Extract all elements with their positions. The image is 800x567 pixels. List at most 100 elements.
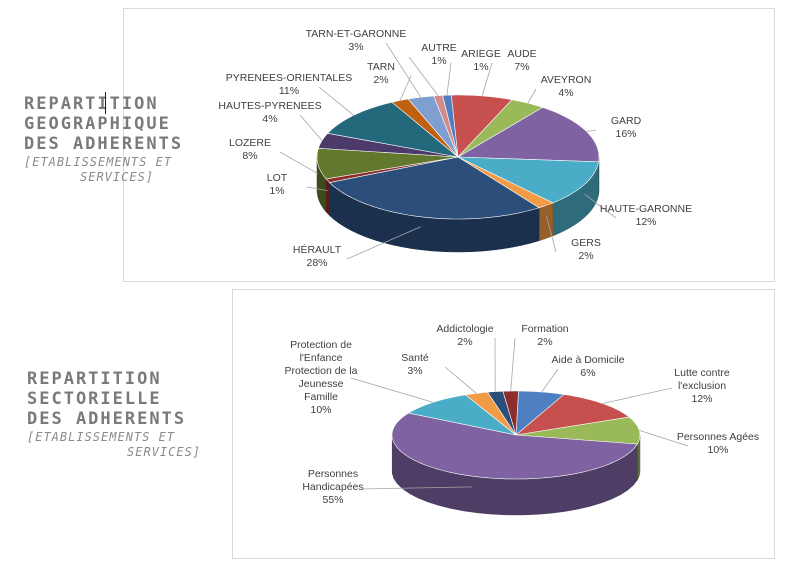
leader-line-lot	[306, 186, 328, 191]
pie-slice-aveyron	[457, 99, 544, 158]
sectorial-title-line-2: SECTORIELLE	[27, 389, 162, 409]
pie-slice-pyrenees-orientales	[327, 101, 460, 158]
value-label: 4%	[558, 87, 573, 99]
label-haute-garonne: HAUTE-GARONNE 12%	[600, 203, 692, 228]
label-personnes-agees: Personnes Agées 10%	[677, 431, 759, 456]
label-herault: HÉRAULT 28%	[293, 243, 342, 269]
category-label: LOT	[267, 172, 288, 184]
sectorial-title-line-1: REPARTITION	[27, 369, 162, 389]
pie-slice-personnes-agees	[515, 416, 641, 445]
sectorial-title-line-3: DES ADHERENTS	[27, 409, 187, 429]
category-label: AUDE	[507, 48, 536, 60]
category-label: Aide à Domicile	[552, 354, 625, 366]
geographic-title-line-1: REPARTITION	[24, 94, 159, 114]
value-label: 1%	[473, 61, 488, 73]
sectorial-title: REPARTITION SECTORIELLE DES ADHERENTS	[27, 369, 186, 429]
pie-slice-lozere	[316, 147, 459, 180]
leader-line-personnes-agees	[639, 430, 689, 447]
category-label: AUTRE	[421, 42, 457, 54]
category-label: LOZERE	[229, 137, 271, 149]
category-label: HAUTES-PYRENEES	[218, 100, 321, 112]
leader-line-lozere	[279, 151, 319, 175]
label-tarn: TARN 2%	[367, 61, 395, 86]
category-label: AVEYRON	[541, 74, 592, 86]
leader-line-autre	[408, 56, 439, 96]
value-label: 3%	[407, 365, 422, 377]
sectorial-subtitle-line-1: [ETABLISSEMENTS ET	[27, 430, 176, 444]
label-hautes-pyrenees: HAUTES-PYRENEES 4%	[218, 100, 321, 125]
value-label: 10%	[707, 444, 728, 456]
geographic-subtitle-line-2: SERVICES]	[80, 170, 155, 184]
category-label: Famille	[304, 391, 338, 403]
pie-slice-formation	[502, 390, 519, 436]
leader-line-hautes-pyrenees	[299, 114, 323, 141]
chart-panel-geographic: ARIEGE 1% AUDE 7% AVEYRON 4% GARD 16% HAUTE-GARO…	[123, 8, 775, 282]
label-aide-a-domicile: Aide à Domicile 6%	[552, 354, 625, 379]
leader-line-aveyron	[527, 88, 537, 104]
category-label: ARIEGE	[461, 48, 501, 60]
category-label: Jeunesse	[299, 378, 344, 390]
category-label: GARD	[611, 115, 642, 127]
label-gard: GARD 16%	[611, 115, 642, 140]
value-label: 2%	[373, 74, 388, 86]
pie-slice-herault	[328, 156, 540, 220]
value-label: 12%	[691, 393, 712, 405]
pie-slice-personnes-handicapees	[391, 412, 638, 480]
value-label: 12%	[635, 216, 656, 228]
value-label: 55%	[322, 494, 343, 506]
category-label: PYRENEES-ORIENTALES	[226, 72, 352, 84]
value-label: 16%	[615, 128, 636, 140]
pie-labels: ARIEGE 1%AUDE 7%AVEYRON 4%GARD 16%HAUTE-GARO…	[218, 28, 692, 269]
category-label: Santé	[401, 352, 429, 364]
leader-line-sante	[444, 366, 477, 394]
value-label: 11%	[279, 85, 299, 97]
category-label: Handicapées	[302, 481, 363, 493]
category-label: Protection de	[290, 339, 352, 351]
leader-line-haute-garonne	[584, 193, 617, 219]
leader-line-tarn	[399, 75, 412, 101]
leader-line-gers	[545, 215, 557, 253]
category-label: Protection de la	[285, 365, 358, 377]
label-tarn-et-garonne: TARN-ET-GARONNE 3%	[306, 28, 407, 53]
leader-line-tarn-et-garonne	[385, 42, 422, 98]
label-formation: Formation 2%	[521, 323, 568, 348]
pie-side-7	[325, 178, 330, 217]
pie-slice-lutte-contre-l-exclusion	[514, 394, 630, 436]
leader-line-personnes-handicapees	[362, 486, 472, 490]
category-label: l'Enfance	[300, 352, 343, 364]
pie-slice-autre	[433, 95, 459, 158]
label-autre: AUTRE 1%	[421, 42, 457, 67]
value-label: 3%	[348, 41, 363, 53]
geographic-subtitle-line-1: [ETABLISSEMENTS ET	[24, 155, 173, 169]
value-label: 1%	[431, 55, 446, 67]
label-lutte-contre-l-exclusion: Lutte contre l'exclusion 12%	[674, 367, 730, 405]
leader-line-pyrenees-orientales	[318, 86, 354, 116]
category-label: Formation	[521, 323, 568, 335]
category-label: Lutte contre	[674, 367, 730, 379]
label-lot: LOT 1%	[267, 172, 288, 197]
leader-line-lutte-contre-l-exclusion	[602, 387, 673, 404]
value-label: 4%	[262, 113, 277, 125]
pie-top	[316, 94, 600, 220]
pie-slice-sante	[464, 391, 517, 436]
category-label: l'exclusion	[678, 380, 726, 392]
geographic-title-line-2: GEOGRAPHIQUE	[24, 114, 171, 134]
value-label: 8%	[242, 150, 257, 162]
label-ariege: ARIEGE 1%	[461, 48, 501, 73]
category-label: GERS	[571, 237, 601, 249]
value-label: 1%	[269, 185, 284, 197]
leader-line-aude	[481, 62, 493, 97]
label-personnes-handicapees: Personnes Handicapées 55%	[302, 468, 363, 506]
sectorial-pie-chart: Aide à Domicile 6% Lutte contre l'exclusion…	[285, 323, 759, 516]
label-protection-de-l-enfance-protection-de-la-jeunesse-famille: Protection de l'Enfance Protection de la Je…	[285, 339, 358, 416]
pie-slice-protection-de-l-enfance-protection-de-la-jeunesse-famille	[407, 394, 517, 436]
geographic-title: REPARTITION GEOGRAPHIQUE DES ADHERENTS	[24, 94, 183, 154]
label-sante: Santé 3%	[401, 352, 429, 377]
value-label: 2%	[578, 250, 593, 262]
category-label: TARN	[367, 61, 395, 73]
category-label: HÉRAULT	[293, 243, 342, 256]
leader-line-herault	[346, 226, 421, 260]
value-label: 10%	[310, 404, 331, 416]
leader-line-gard	[586, 129, 597, 132]
leader-line-ariege	[446, 62, 452, 96]
